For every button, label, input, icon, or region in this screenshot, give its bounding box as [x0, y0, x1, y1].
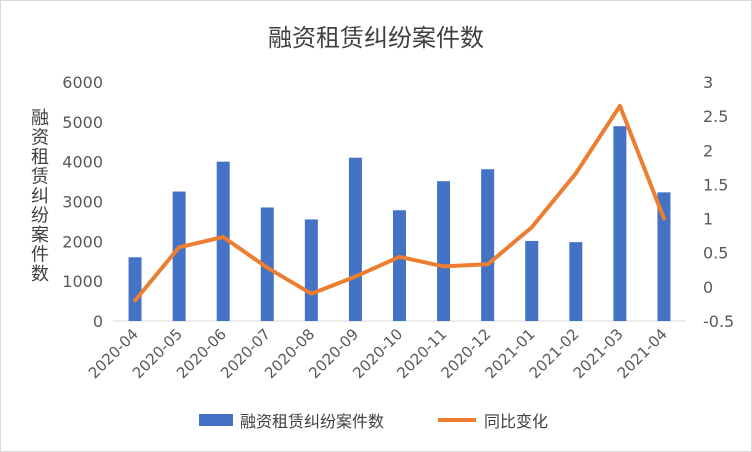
right-tick-label: -0.5 [703, 312, 734, 331]
left-tick-label: 2000 [62, 232, 103, 251]
line-point [531, 226, 533, 228]
line-point [443, 265, 445, 267]
left-tick-label: 4000 [62, 153, 103, 172]
y-axis-label-char: 案 [31, 225, 49, 246]
line-point [487, 263, 489, 265]
line-point [354, 276, 356, 278]
y-axis-label-char: 纷 [31, 206, 49, 227]
chart-title: 融资租赁纠纷案件数 [268, 24, 484, 52]
left-axis-ticks: 0 1000 2000 3000 4000 5000 6000 [62, 73, 103, 331]
bar [172, 191, 186, 321]
left-tick-label: 0 [93, 312, 103, 331]
bar [348, 157, 362, 321]
legend: 融资租赁纠纷案件数 同比变化 [199, 412, 548, 431]
y-axis-label-char: 融 [31, 108, 49, 129]
left-tick-label: 3000 [62, 193, 103, 212]
y-axis-label-char: 件 [31, 245, 49, 266]
line-series [133, 103, 666, 303]
line-point [222, 236, 224, 238]
right-tick-label: 2.5 [703, 107, 728, 126]
right-tick-label: 3 [703, 73, 713, 92]
y-axis-label-char: 数 [31, 264, 49, 285]
y-axis-label-char: 资 [31, 128, 49, 149]
bar [525, 240, 539, 321]
bar [304, 219, 318, 321]
bar [393, 210, 406, 321]
right-tick-label: 0.5 [703, 244, 728, 263]
bar-series [128, 126, 671, 321]
left-tick-label: 6000 [62, 73, 103, 92]
line-point [310, 293, 312, 295]
right-tick-label: 2 [703, 141, 713, 160]
bar [128, 257, 142, 321]
y-axis-label-char: 租 [31, 147, 49, 168]
line-point [178, 246, 180, 248]
right-axis-ticks: -0.5 0 0.5 1 1.5 2 2.5 3 [703, 73, 734, 331]
right-tick-label: 1 [703, 210, 713, 229]
line-point [134, 300, 136, 302]
legend-bar-swatch [199, 414, 233, 426]
line-point [575, 173, 577, 175]
left-tick-label: 1000 [62, 272, 103, 291]
bar [569, 242, 583, 321]
line-point [663, 218, 665, 220]
bar [481, 169, 495, 321]
bar [613, 126, 627, 321]
left-tick-label: 5000 [62, 113, 103, 132]
right-tick-label: 0 [703, 278, 713, 297]
legend-bar-label: 融资租赁纠纷案件数 [240, 412, 384, 431]
bar [216, 161, 230, 321]
bar [437, 181, 451, 321]
bar [260, 207, 274, 321]
line-point [399, 256, 400, 258]
y-axis-label: 融资租赁纠纷案件数 [31, 108, 49, 285]
legend-line-label: 同比变化 [484, 412, 548, 431]
right-tick-label: 1.5 [703, 175, 728, 194]
y-axis-label-char: 纠 [31, 186, 49, 207]
y-axis-label-char: 赁 [31, 167, 49, 188]
line-point [266, 267, 268, 269]
bar [657, 192, 671, 321]
line-point [619, 105, 621, 107]
